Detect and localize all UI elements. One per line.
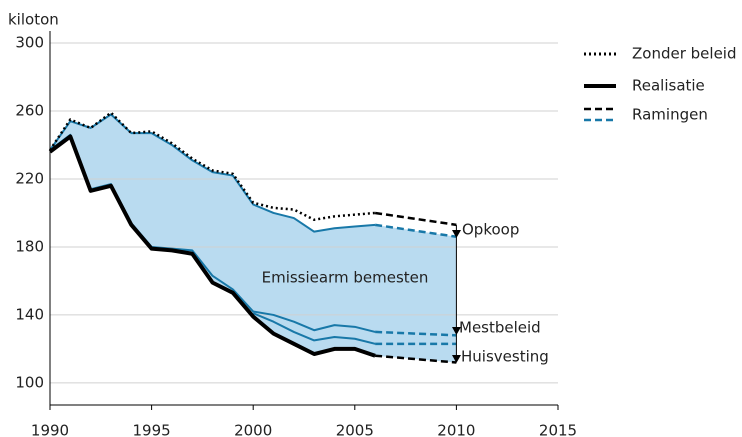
annotation: Emissiearm bemesten bbox=[262, 269, 429, 287]
area bbox=[50, 114, 457, 363]
annotation: Opkoop bbox=[462, 221, 519, 239]
line bbox=[48, 134, 376, 358]
x-tick-label: 2000 bbox=[234, 422, 272, 437]
x-tick-label: 2010 bbox=[437, 422, 475, 437]
projection-line bbox=[374, 223, 457, 238]
y-tick-label: 140 bbox=[15, 305, 44, 323]
y-tick-label: 100 bbox=[15, 373, 44, 391]
x-tick-label: 2005 bbox=[336, 422, 374, 437]
y-tick-label: 260 bbox=[15, 101, 44, 119]
y-tick-label: 220 bbox=[15, 169, 44, 187]
projection-line bbox=[375, 354, 457, 364]
y-tick-label: 180 bbox=[15, 237, 44, 255]
x-tick-label: 1990 bbox=[31, 422, 69, 437]
legend-label: Ramingen bbox=[632, 106, 708, 124]
projection-line bbox=[374, 211, 457, 227]
decomposition-arrow bbox=[452, 225, 461, 363]
y-axis-label: kiloton bbox=[8, 11, 59, 29]
line bbox=[252, 312, 376, 345]
x-tick-label: 2015 bbox=[539, 422, 577, 437]
annotation: Huisvesting bbox=[461, 348, 549, 366]
legend-label: Realisatie bbox=[632, 77, 705, 95]
annotation: Mestbeleid bbox=[459, 319, 541, 337]
x-tick-label: 1995 bbox=[133, 422, 171, 437]
line bbox=[48, 111, 376, 222]
plot: 100 140 180 220 260 300 1990 1995 2000 2005 2010 20… bbox=[15, 31, 577, 437]
y-tick-label: 300 bbox=[15, 34, 44, 52]
legend: Zonder beleid Realisatie Ramingen bbox=[584, 45, 736, 124]
projection-line bbox=[375, 330, 457, 337]
legend-label: Zonder beleid bbox=[632, 45, 736, 63]
